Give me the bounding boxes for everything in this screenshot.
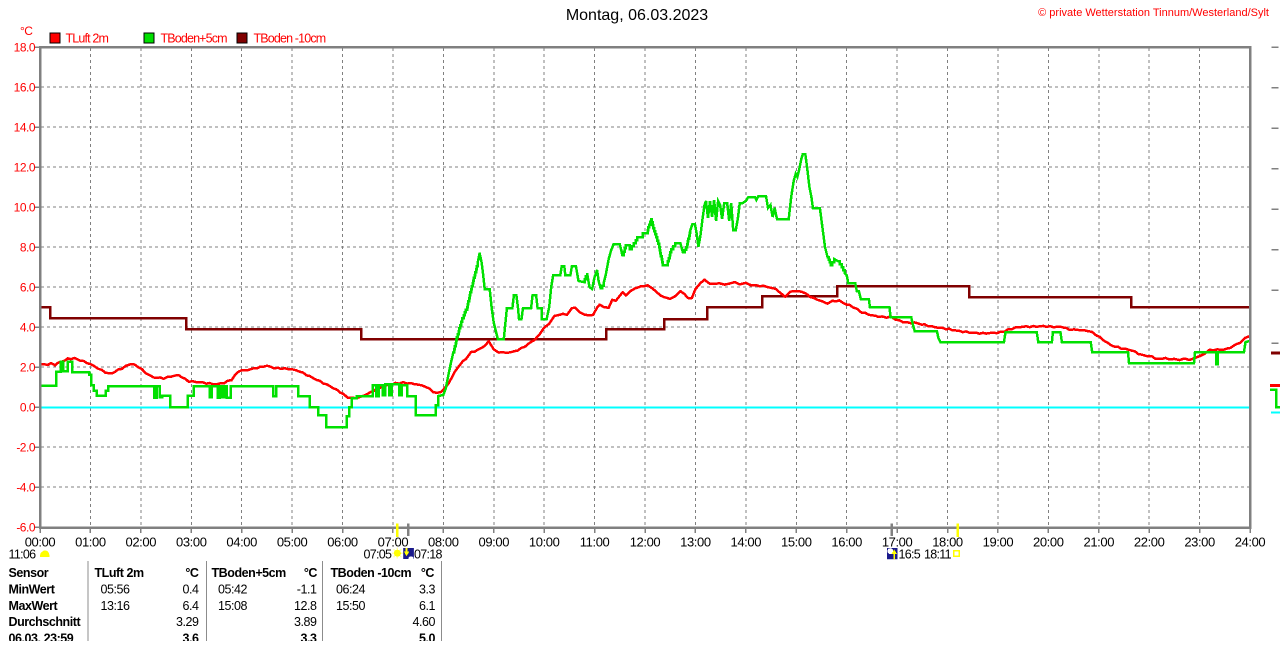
svg-text:3.6: 3.6 bbox=[182, 632, 199, 641]
svg-text:TLuft 2m: TLuft 2m bbox=[95, 566, 145, 580]
svg-text:06:00: 06:00 bbox=[327, 535, 358, 550]
svg-text:14.0: 14.0 bbox=[14, 120, 36, 134]
svg-text:15:50: 15:50 bbox=[336, 599, 366, 613]
svg-text:12:00: 12:00 bbox=[630, 535, 661, 550]
svg-text:TBoden -10cm: TBoden -10cm bbox=[331, 566, 412, 580]
svg-text:3.89: 3.89 bbox=[294, 615, 317, 629]
svg-text:20:00: 20:00 bbox=[1033, 535, 1064, 550]
svg-text:6.1: 6.1 bbox=[419, 599, 436, 613]
svg-text:23:00: 23:00 bbox=[1184, 535, 1215, 550]
svg-text:16:5: 16:5 bbox=[899, 548, 921, 562]
svg-text:13:16: 13:16 bbox=[101, 599, 131, 613]
svg-text:16:00: 16:00 bbox=[831, 535, 862, 550]
svg-text:13:00: 13:00 bbox=[680, 535, 711, 550]
svg-text:17:00: 17:00 bbox=[882, 535, 913, 550]
svg-text:18:11: 18:11 bbox=[924, 548, 952, 562]
svg-text:8.0: 8.0 bbox=[20, 240, 36, 254]
svg-text:07:00: 07:00 bbox=[378, 535, 409, 550]
svg-text:05:56: 05:56 bbox=[101, 582, 131, 596]
svg-text:© private Wetterstation Tinnum: © private Wetterstation Tinnum/Westerlan… bbox=[1038, 7, 1269, 19]
svg-text:4.0: 4.0 bbox=[20, 320, 36, 334]
svg-text:08:00: 08:00 bbox=[428, 535, 459, 550]
svg-text:15:08: 15:08 bbox=[218, 599, 248, 613]
svg-text:10.0: 10.0 bbox=[14, 200, 36, 214]
svg-text:18:00: 18:00 bbox=[932, 535, 963, 550]
svg-text:05:00: 05:00 bbox=[277, 535, 308, 550]
svg-text:°C: °C bbox=[421, 566, 435, 580]
svg-text:°C: °C bbox=[20, 24, 33, 38]
svg-text:11:06: 11:06 bbox=[9, 548, 37, 562]
svg-text:06:24: 06:24 bbox=[336, 582, 366, 596]
svg-text:12.0: 12.0 bbox=[14, 160, 36, 174]
svg-text:22:00: 22:00 bbox=[1134, 535, 1165, 550]
svg-text:18.0: 18.0 bbox=[14, 40, 36, 54]
svg-text:3.3: 3.3 bbox=[300, 632, 317, 641]
svg-text:TBoden+5cm: TBoden+5cm bbox=[161, 32, 228, 46]
svg-text:06.03, 23:59: 06.03, 23:59 bbox=[9, 632, 74, 641]
svg-text:04:00: 04:00 bbox=[226, 535, 257, 550]
svg-text:-1.1: -1.1 bbox=[297, 582, 317, 596]
svg-text:21:00: 21:00 bbox=[1084, 535, 1115, 550]
svg-text:TBoden -10cm: TBoden -10cm bbox=[254, 32, 326, 46]
svg-text:Durchschnitt: Durchschnitt bbox=[9, 615, 82, 629]
svg-text:°C: °C bbox=[304, 566, 318, 580]
svg-text:TLuft 2m: TLuft 2m bbox=[66, 32, 109, 46]
svg-text:16.0: 16.0 bbox=[14, 80, 36, 94]
svg-text:03:00: 03:00 bbox=[176, 535, 207, 550]
svg-text:10:00: 10:00 bbox=[529, 535, 560, 550]
svg-text:02:00: 02:00 bbox=[126, 535, 157, 550]
svg-text:07:18: 07:18 bbox=[414, 548, 443, 562]
svg-text:-2.0: -2.0 bbox=[16, 440, 36, 454]
svg-text:19:00: 19:00 bbox=[983, 535, 1014, 550]
svg-text:24:00: 24:00 bbox=[1235, 535, 1266, 550]
svg-text:01:00: 01:00 bbox=[75, 535, 106, 550]
svg-text:6.0: 6.0 bbox=[20, 280, 36, 294]
svg-text:00:00: 00:00 bbox=[25, 535, 56, 550]
svg-text:4.60: 4.60 bbox=[412, 615, 435, 629]
svg-text:15:00: 15:00 bbox=[781, 535, 812, 550]
svg-text:TBoden+5cm: TBoden+5cm bbox=[212, 566, 287, 580]
svg-text:MaxWert: MaxWert bbox=[9, 599, 59, 613]
svg-text:-4.0: -4.0 bbox=[16, 480, 36, 494]
svg-text:Montag, 06.03.2023: Montag, 06.03.2023 bbox=[566, 7, 708, 24]
svg-text:3.29: 3.29 bbox=[176, 615, 199, 629]
svg-text:0.0: 0.0 bbox=[20, 400, 36, 414]
svg-text:3.3: 3.3 bbox=[419, 582, 436, 596]
svg-text:05:42: 05:42 bbox=[218, 582, 248, 596]
svg-text:°C: °C bbox=[185, 566, 199, 580]
svg-text:09:00: 09:00 bbox=[479, 535, 510, 550]
svg-text:0.4: 0.4 bbox=[182, 582, 199, 596]
svg-text:12.8: 12.8 bbox=[294, 599, 317, 613]
svg-text:5.0: 5.0 bbox=[419, 632, 436, 641]
svg-text:11:00: 11:00 bbox=[580, 535, 610, 550]
svg-text:6.4: 6.4 bbox=[182, 599, 199, 613]
svg-text:-6.0: -6.0 bbox=[16, 520, 36, 534]
svg-text:MinWert: MinWert bbox=[9, 582, 56, 596]
svg-text:07:05: 07:05 bbox=[364, 548, 393, 562]
svg-text:2.0: 2.0 bbox=[20, 360, 36, 374]
svg-text:Sensor: Sensor bbox=[9, 566, 49, 580]
svg-text:14:00: 14:00 bbox=[731, 535, 762, 550]
